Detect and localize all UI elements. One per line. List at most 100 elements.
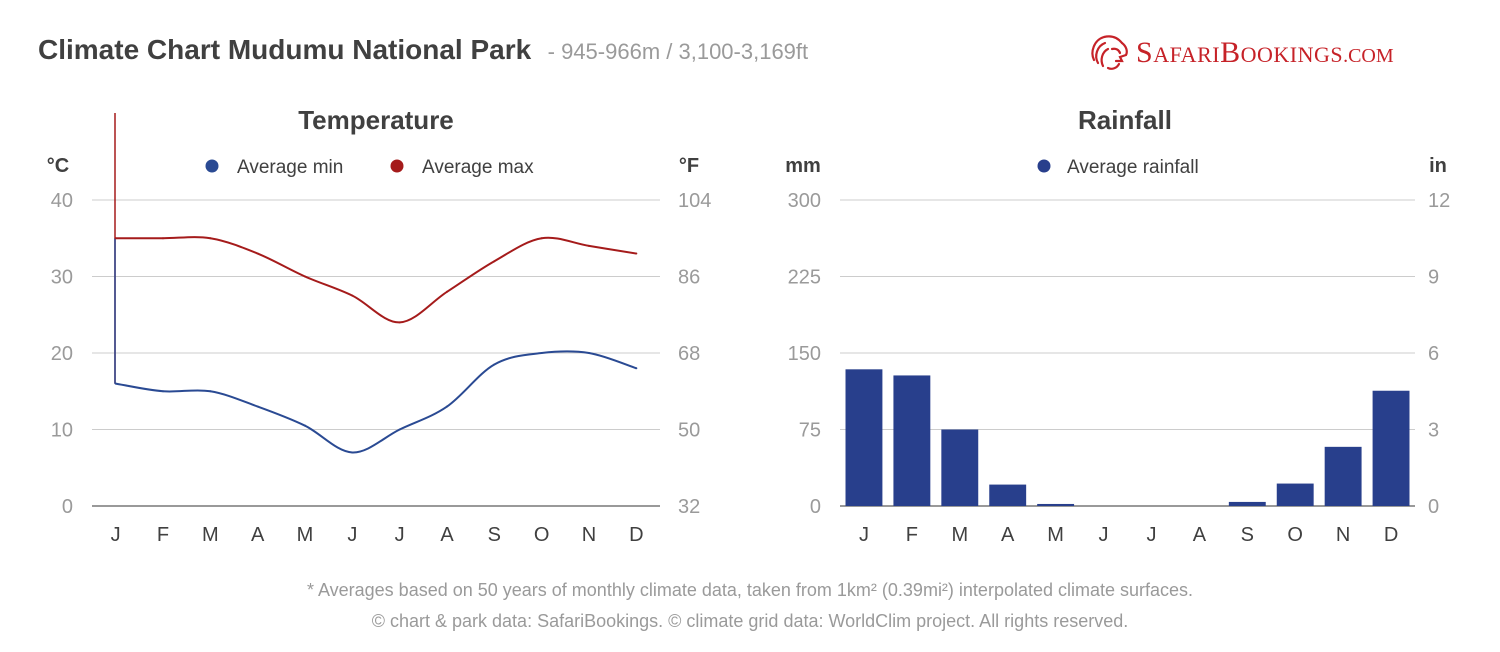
y-tick-left: 30 (51, 267, 73, 289)
y-tick-left: 0 (62, 496, 73, 518)
rain-bar (1324, 446, 1362, 506)
series-line (115, 236, 637, 324)
data-point (162, 390, 164, 393)
x-tick-label: F (906, 524, 918, 546)
x-tick-label: N (1336, 524, 1350, 546)
y-tick-left: 0 (810, 496, 821, 518)
y-axis-label-left: °C (47, 155, 69, 177)
rain-bar (989, 484, 1027, 506)
chart-title: Rainfall (1078, 105, 1172, 135)
y-tick-right: 6 (1428, 343, 1439, 365)
x-tick-label: J (1146, 524, 1156, 546)
y-tick-left: 20 (51, 343, 73, 365)
data-point (304, 424, 306, 427)
y-tick-right: 32 (678, 496, 700, 518)
x-tick-label: F (157, 524, 169, 546)
x-tick-label: O (1287, 524, 1303, 546)
legend-label: Average max (422, 157, 534, 178)
x-tick-label: D (629, 524, 643, 546)
y-tick-left: 150 (788, 343, 821, 365)
data-point (304, 275, 306, 278)
rain-bar (1276, 483, 1314, 506)
logo-letter-b: B (1220, 36, 1241, 69)
temperature-chart: Temperature °C °F Average min Average max 0 32… (47, 105, 712, 546)
x-tick-label: M (297, 524, 314, 546)
y-tick-right: 50 (678, 420, 700, 442)
data-point (114, 237, 117, 240)
data-point (588, 352, 590, 354)
x-tick-label: M (202, 524, 219, 546)
y-axis-label-left: mm (785, 155, 821, 177)
data-point (446, 405, 448, 408)
header: Climate Chart Mudumu National Park - 945… (38, 34, 808, 74)
y-tick-right: 9 (1428, 267, 1439, 289)
safaribookings-logo[interactable]: SAFARIBOOKINGS.COM (1086, 28, 1466, 78)
rain-bar (893, 375, 931, 506)
x-tick-label: S (488, 524, 501, 546)
data-point (493, 363, 496, 366)
x-tick-label: J (1099, 524, 1109, 546)
data-point (162, 237, 164, 240)
rainfall-chart: Rainfall mm in Average rainfall 0 0 75 3 150 6 225… (785, 105, 1450, 546)
legend-label: Average min (237, 157, 343, 178)
x-tick-label: J (395, 524, 405, 546)
y-tick-left: 40 (51, 190, 73, 212)
y-tick-right: 68 (678, 343, 700, 365)
y-tick-left: 75 (799, 420, 821, 442)
data-point (351, 451, 354, 454)
logo-letter-s: S (1136, 36, 1154, 69)
rain-bar (845, 369, 883, 506)
rain-bar (1228, 501, 1266, 506)
y-axis-label-right: °F (679, 155, 699, 177)
legend-label: Average rainfall (1067, 157, 1199, 178)
data-point (493, 260, 496, 263)
y-tick-right: 3 (1428, 420, 1439, 442)
series-line (115, 350, 637, 454)
data-point (588, 244, 590, 247)
data-point (351, 294, 354, 297)
page-title: Climate Chart Mudumu National Park (38, 34, 532, 65)
x-tick-label: J (111, 524, 121, 546)
legend-marker (205, 159, 219, 173)
data-point (540, 352, 543, 354)
y-tick-right: 104 (678, 190, 711, 212)
data-point (398, 321, 401, 324)
chart-title: Temperature (298, 105, 454, 135)
rain-bar (941, 429, 979, 506)
x-tick-label: M (1047, 524, 1064, 546)
x-tick-label: A (1001, 524, 1015, 546)
x-tick-label: M (951, 524, 968, 546)
y-tick-left: 10 (51, 420, 73, 442)
y-axis-label-right: in (1429, 155, 1447, 177)
data-point (635, 252, 638, 255)
data-point (398, 428, 401, 431)
footnote: * Averages based on 50 years of monthly … (306, 580, 1194, 600)
data-point (209, 390, 212, 393)
x-tick-label: S (1241, 524, 1254, 546)
rain-bar (1037, 503, 1075, 506)
x-tick-label: J (859, 524, 869, 546)
x-tick-label: O (534, 524, 550, 546)
y-tick-right: 86 (678, 267, 700, 289)
lion-icon (1091, 35, 1128, 70)
data-point (635, 367, 638, 370)
copyright: © chart & park data: SafariBookings. © c… (371, 611, 1129, 631)
data-point (256, 405, 259, 408)
data-point (114, 382, 117, 385)
x-tick-label: J (347, 524, 357, 546)
page-subtitle: - 945-966m / 3,100-3,169ft (547, 39, 809, 64)
x-tick-label: D (1384, 524, 1398, 546)
data-point (256, 252, 259, 255)
data-point (446, 290, 448, 293)
logo-dot-com: .COM (1343, 45, 1394, 67)
logo-word-afari: AFARI (1153, 42, 1221, 67)
x-tick-label: A (440, 524, 454, 546)
data-point (209, 237, 212, 240)
y-tick-left: 225 (788, 267, 821, 289)
x-tick-label: A (1193, 524, 1207, 546)
legend-marker (1037, 159, 1051, 173)
logo-word-ookings: OOKINGS (1240, 42, 1344, 67)
logo-wordmark: SAFARIBOOKINGS.COM (1136, 36, 1394, 70)
data-point (540, 237, 543, 240)
legend-marker (390, 159, 404, 173)
